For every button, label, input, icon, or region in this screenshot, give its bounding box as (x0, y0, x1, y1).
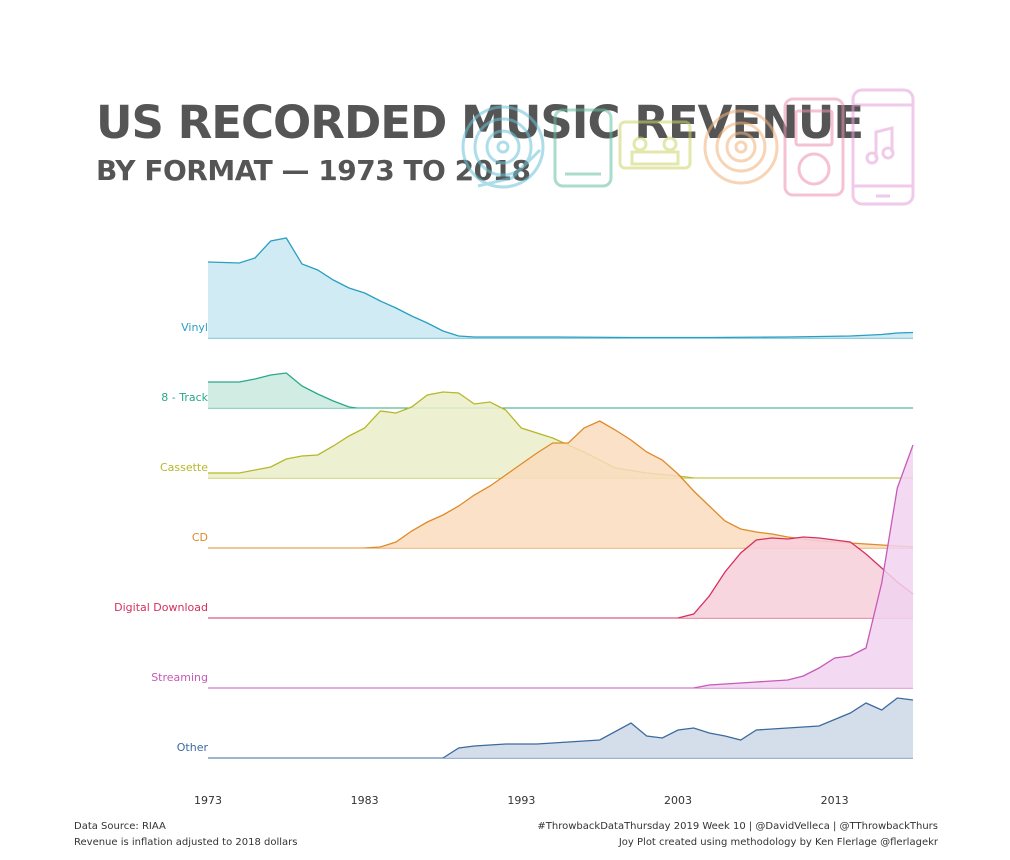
format-icons (461, 88, 915, 206)
series-label-digital-download: Digital Download (114, 601, 208, 614)
methodology-line: Joy Plot created using methodology by Ke… (618, 837, 938, 848)
data-source: Data Source: RIAA (74, 821, 166, 832)
smartphone-icon (851, 88, 915, 206)
cd-icon (703, 109, 779, 185)
x-tick-label: 1993 (507, 794, 535, 807)
series-label-cd: CD (192, 531, 208, 544)
x-tick-label: 2003 (664, 794, 692, 807)
x-tick-label: 2013 (821, 794, 849, 807)
ipod-icon (783, 97, 845, 197)
chart-subtitle: BY FORMAT — 1973 TO 2018 (96, 154, 531, 187)
series-8-track (208, 372, 913, 409)
line-vinyl (207, 237, 914, 339)
line-8-track (208, 372, 357, 409)
area-8-track (208, 373, 357, 408)
series-label-streaming: Streaming (151, 671, 208, 684)
series-streaming (208, 444, 914, 689)
x-axis-ticks: 1973 1983 1993 2003 2013 (194, 794, 849, 807)
line-other (442, 697, 914, 759)
area-cd (364, 421, 913, 548)
8-track-icon (553, 108, 613, 188)
series-label-vinyl: Vinyl (181, 321, 208, 334)
series-label-cassette: Cassette (160, 461, 208, 474)
series-vinyl (207, 237, 914, 339)
series-label-other: Other (177, 741, 209, 754)
series-layer (207, 237, 914, 759)
series-other (208, 697, 914, 759)
line-digital-download (677, 536, 914, 619)
series-label-8-track: 8 - Track (161, 391, 208, 404)
credit-line: #ThrowbackDataThursday 2019 Week 10 | @D… (537, 821, 938, 832)
series-cd (208, 420, 914, 549)
area-digital-download (678, 537, 913, 618)
series-labels: Vinyl 8 - Track Cassette CD Digital Download… (114, 321, 208, 754)
line-streaming (693, 444, 914, 689)
series-digital-download (208, 536, 914, 619)
footer-right: #ThrowbackDataThursday 2019 Week 10 | @D… (537, 819, 938, 851)
area-vinyl (208, 238, 913, 338)
area-streaming (693, 445, 913, 688)
x-tick-label: 1983 (351, 794, 379, 807)
footer-left: Data Source: RIAA Revenue is inflation a… (74, 819, 298, 851)
x-tick-label: 1973 (194, 794, 222, 807)
inflation-note: Revenue is inflation adjusted to 2018 do… (74, 837, 298, 848)
area-other (443, 698, 913, 758)
cassette-icon (618, 120, 692, 170)
vinyl-record-icon (461, 105, 545, 189)
